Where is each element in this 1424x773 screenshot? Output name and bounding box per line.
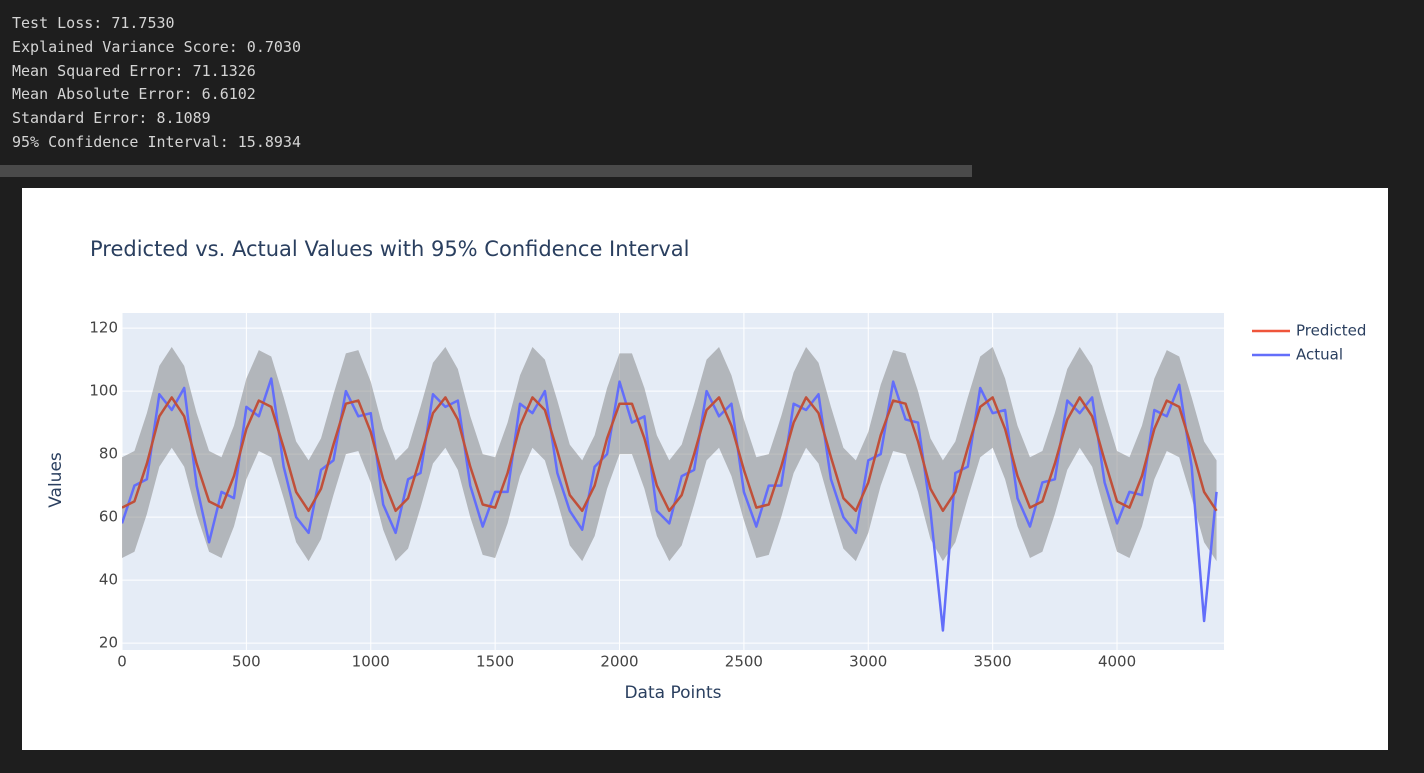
- x-tick-label: 3000: [849, 653, 887, 671]
- x-tick-label: 2000: [600, 653, 638, 671]
- y-tick-label: 80: [99, 445, 118, 463]
- console-line: Mean Absolute Error: 6.6102: [12, 85, 256, 104]
- x-axis-title: Data Points: [624, 683, 721, 703]
- console-line: Mean Squared Error: 71.1326: [12, 61, 256, 80]
- x-tick-label: 500: [232, 653, 261, 671]
- y-tick-label: 20: [99, 634, 118, 652]
- console-line: 95% Confidence Interval: 15.8934: [12, 132, 301, 151]
- x-tick-label: 0: [117, 653, 127, 671]
- legend-label: Predicted: [1296, 322, 1366, 340]
- console-output: Test Loss: 71.7530 Explained Variance Sco…: [12, 12, 301, 155]
- y-tick-label: 60: [99, 508, 118, 526]
- x-tick-label: 2500: [725, 653, 763, 671]
- console-line: Explained Variance Score: 0.7030: [12, 37, 301, 56]
- x-tick-label: 1500: [476, 653, 514, 671]
- y-tick-label: 100: [89, 382, 118, 400]
- y-axis-title: Values: [46, 452, 66, 508]
- y-tick-label: 40: [99, 571, 118, 589]
- x-tick-label: 4000: [1098, 653, 1136, 671]
- x-tick-label: 1000: [352, 653, 390, 671]
- x-tick-label: 3500: [974, 653, 1012, 671]
- series-line: [122, 396, 1218, 513]
- scrollbar[interactable]: [0, 165, 972, 177]
- chart-title: Predicted vs. Actual Values with 95% Con…: [90, 237, 689, 261]
- console-line: Standard Error: 8.1089: [12, 109, 211, 128]
- chart: Predicted vs. Actual Values with 95% Con…: [22, 188, 1388, 750]
- y-tick-label: 120: [89, 319, 118, 337]
- series-line: [122, 377, 1218, 632]
- console-line: Test Loss: 71.7530: [12, 14, 175, 32]
- legend-label: Actual: [1296, 346, 1343, 364]
- plot-layer: [122, 347, 1218, 632]
